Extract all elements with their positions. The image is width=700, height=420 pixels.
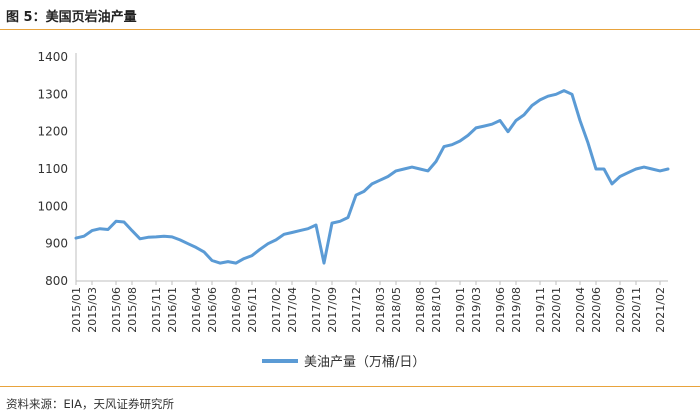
x-tick-label: 2019/03 <box>470 287 483 333</box>
y-tick-label: 1200 <box>37 125 68 139</box>
x-tick-label: 2018/03 <box>374 287 387 333</box>
x-tick-label: 2019/06 <box>494 287 507 333</box>
x-tick-label: 2020/09 <box>614 287 627 333</box>
y-tick-label: 800 <box>45 274 68 288</box>
x-tick-label: 2021/02 <box>654 287 667 333</box>
y-tick-label: 1000 <box>37 199 68 213</box>
x-tick-label: 2016/09 <box>230 287 243 333</box>
x-tick-label: 2020/06 <box>590 287 603 333</box>
x-tick-label: 2015/06 <box>110 287 123 333</box>
x-tick-label: 2018/08 <box>414 287 427 333</box>
x-tick-label: 2020/11 <box>630 287 643 333</box>
x-tick-label: 2019/01 <box>454 287 467 333</box>
bottom-divider <box>0 386 700 387</box>
x-tick-label: 2016/04 <box>190 287 203 333</box>
y-tick-label: 900 <box>45 237 68 251</box>
x-tick-label: 2016/11 <box>246 287 259 333</box>
y-tick-label: 1400 <box>37 50 68 64</box>
series-layer <box>74 89 670 265</box>
x-tick-label: 2018/05 <box>390 287 403 333</box>
x-tick-label: 2015/11 <box>150 287 163 333</box>
x-tick-label: 2019/11 <box>534 287 547 333</box>
x-tick-label: 2017/07 <box>310 287 323 333</box>
x-tick-label: 2017/12 <box>350 287 363 333</box>
y-tick-label: 1100 <box>37 162 68 176</box>
x-tick-label: 2018/10 <box>430 287 443 333</box>
x-tick-label: 2019/08 <box>510 287 523 333</box>
x-tick-label: 2017/04 <box>286 287 299 333</box>
x-tick-label: 2015/03 <box>86 287 99 333</box>
x-tick-label: 2015/01 <box>70 287 83 333</box>
x-tick-label: 2020/01 <box>550 287 563 333</box>
x-tick-label: 2017/09 <box>326 287 339 333</box>
source-note: 资料来源：EIA，天风证券研究所 <box>6 397 175 411</box>
legend-label: 美油产量（万桶/日） <box>304 355 425 370</box>
series-line <box>74 89 670 265</box>
x-axis: 2015/01 2015/03 2015/06 2015/08 2015/11 2016/… <box>70 280 668 333</box>
y-axis: 800 900 1000 1100 1200 1300 1400 <box>37 50 77 288</box>
legend: 美油产量（万桶/日） <box>262 355 425 370</box>
y-tick-label: 1300 <box>37 87 68 101</box>
x-tick-label: 2015/08 <box>126 287 139 333</box>
top-divider <box>0 29 700 30</box>
x-tick-label: 2016/01 <box>166 287 179 333</box>
x-tick-label: 2016/06 <box>206 287 219 333</box>
x-tick-label: 2020/04 <box>574 287 587 333</box>
x-tick-label: 2017/02 <box>270 287 283 333</box>
figure-title: 图 5：美国页岩油产量 <box>6 10 137 25</box>
